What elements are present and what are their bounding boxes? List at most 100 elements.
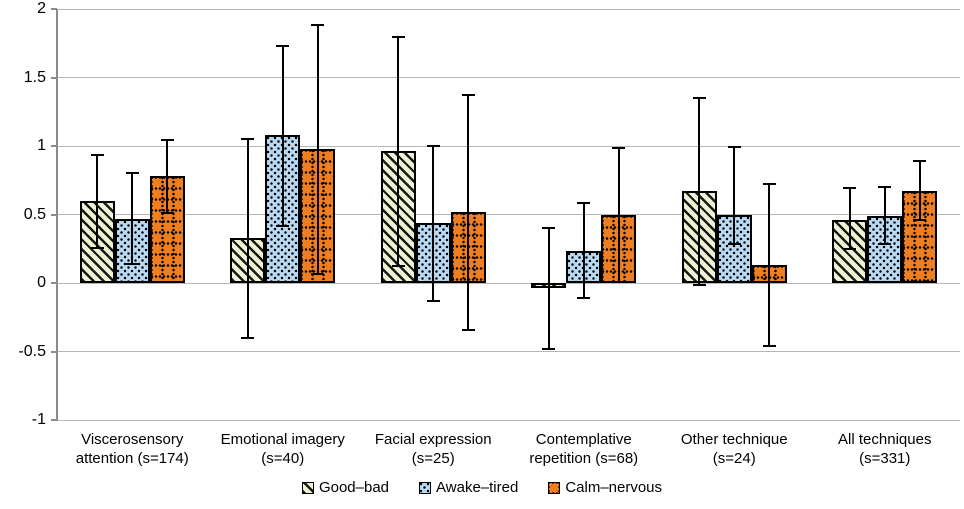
legend-label-awake-tired: Awake–tired bbox=[436, 479, 519, 496]
error-bar-stem bbox=[547, 226, 550, 351]
error-bar-cap-top bbox=[391, 36, 405, 39]
error-bar-stem bbox=[848, 187, 851, 251]
error-bar-cap-bottom bbox=[878, 242, 892, 245]
error-bar-stem bbox=[131, 172, 134, 266]
y-tick-mark bbox=[51, 282, 57, 284]
error-bar-cap-top bbox=[241, 137, 255, 140]
category-label-line: Emotional imagery bbox=[220, 431, 345, 448]
error-bar-calm-nervous-contemplative bbox=[612, 147, 626, 283]
error-bar-awake-tired-viscerosensory bbox=[125, 172, 139, 266]
error-bar-awake-tired-contemplative bbox=[577, 202, 591, 300]
category-label-other-technique: Other technique (s=24) bbox=[655, 430, 814, 468]
error-bar-cap-top bbox=[878, 185, 892, 188]
category-label-contemplative: Contemplative repetition (s=68) bbox=[505, 430, 664, 468]
y-tick-label: -0.5 bbox=[18, 342, 46, 360]
legend: Good–bad Awake–tired Calm–nervous bbox=[0, 479, 964, 496]
error-bar-cap-top bbox=[843, 187, 857, 190]
error-bar-cap-bottom bbox=[391, 264, 405, 267]
y-tick-mark bbox=[51, 350, 57, 353]
y-tick-mark bbox=[51, 145, 57, 147]
category-label-line: Viscerosensory bbox=[81, 431, 184, 448]
gridline bbox=[57, 351, 960, 352]
y-tick-mark bbox=[51, 76, 57, 79]
category-label-line: attention (s=174) bbox=[75, 450, 189, 467]
error-bar-good-bad-contemplative bbox=[542, 226, 556, 351]
error-bar-cap-top bbox=[160, 139, 174, 142]
category-label-line: (s=40) bbox=[261, 450, 305, 467]
error-bar-stem bbox=[397, 36, 400, 267]
error-bar-stem bbox=[281, 44, 284, 227]
category-label-line: Other technique bbox=[680, 431, 788, 448]
y-axis-line bbox=[56, 9, 58, 421]
error-bar-cap-top bbox=[276, 44, 290, 47]
category-label-line: (s=331) bbox=[859, 450, 911, 467]
error-bar-stem bbox=[768, 182, 771, 348]
error-bar-stem bbox=[883, 185, 886, 245]
gridline bbox=[57, 282, 960, 284]
error-bar-cap-bottom bbox=[461, 328, 475, 331]
error-bar-stem bbox=[617, 147, 620, 283]
error-bar-good-bad-facial-expression bbox=[391, 36, 405, 267]
y-tick-label: 1 bbox=[37, 137, 46, 154]
error-bar-calm-nervous-all-techniques bbox=[913, 159, 927, 222]
error-bar-awake-tired-other-technique bbox=[727, 146, 741, 245]
y-tick-mark bbox=[51, 213, 57, 216]
error-bar-cap-bottom bbox=[727, 242, 741, 245]
error-bar-good-bad-all-techniques bbox=[843, 187, 857, 251]
y-tick-label: -1 bbox=[31, 411, 46, 428]
error-bar-cap-top bbox=[90, 154, 104, 157]
error-bar-stem bbox=[918, 159, 921, 222]
error-bar-stem bbox=[166, 139, 169, 215]
error-bar-cap-bottom bbox=[276, 224, 290, 227]
error-bar-cap-top bbox=[727, 146, 741, 148]
error-bar-cap-bottom bbox=[913, 219, 927, 222]
legend-label-good-bad: Good–bad bbox=[318, 479, 390, 496]
error-bar-awake-tired-facial-expression bbox=[426, 144, 440, 303]
error-bar-cap-top bbox=[577, 202, 591, 205]
category-label-line: (s=24) bbox=[712, 450, 756, 467]
error-bar-cap-top bbox=[913, 159, 927, 162]
error-bar-good-bad-viscerosensory bbox=[90, 154, 104, 249]
error-bar-good-bad-other-technique bbox=[692, 96, 706, 286]
gridline bbox=[57, 145, 960, 147]
y-tick-label: 0.5 bbox=[23, 205, 46, 223]
y-tick-mark bbox=[51, 419, 57, 421]
y-tick-label: 2 bbox=[37, 0, 46, 17]
category-label-line: repetition (s=68) bbox=[529, 450, 639, 467]
error-bar-cap-bottom bbox=[125, 263, 139, 266]
error-bar-cap-bottom bbox=[542, 348, 556, 351]
legend-swatch-good-bad-icon bbox=[301, 481, 314, 494]
gridline bbox=[57, 419, 960, 421]
error-bar-stem bbox=[733, 146, 736, 245]
legend-label-calm-nervous: Calm–nervous bbox=[565, 479, 663, 496]
error-bar-awake-tired-all-techniques bbox=[878, 185, 892, 245]
category-label-all-techniques: All techniques (s=331) bbox=[806, 430, 964, 468]
error-bar-good-bad-emotional-imagery bbox=[241, 137, 255, 340]
gridline bbox=[57, 214, 960, 215]
category-label-line: (s=25) bbox=[411, 450, 455, 467]
category-label-line: Contemplative bbox=[535, 431, 632, 448]
error-bar-cap-bottom bbox=[160, 212, 174, 215]
category-label-line: Facial expression bbox=[374, 431, 492, 448]
error-bar-cap-bottom bbox=[843, 248, 857, 251]
error-bar-stem bbox=[432, 144, 435, 303]
error-bar-stem bbox=[582, 202, 585, 300]
error-bar-cap-top bbox=[426, 144, 440, 147]
y-tick-label: 1.5 bbox=[23, 68, 46, 86]
legend-item-awake-tired: Awake–tired bbox=[419, 479, 518, 496]
category-label-viscerosensory: Viscerosensory attention (s=174) bbox=[53, 430, 212, 468]
error-bar-stem bbox=[698, 96, 701, 286]
error-bar-cap-top bbox=[692, 96, 706, 99]
error-bar-stem bbox=[246, 137, 249, 340]
category-label-line: All techniques bbox=[838, 431, 932, 448]
error-bar-cap-bottom bbox=[577, 297, 591, 300]
y-tick-mark bbox=[51, 8, 57, 10]
error-bar-cap-bottom bbox=[426, 300, 440, 303]
legend-item-good-bad: Good–bad bbox=[301, 479, 390, 496]
category-label-facial-expression: Facial expression (s=25) bbox=[354, 430, 513, 468]
error-bar-cap-bottom bbox=[241, 337, 255, 340]
error-bar-stem bbox=[316, 24, 319, 275]
error-bar-cap-top bbox=[762, 182, 776, 185]
error-bar-cap-top bbox=[125, 172, 139, 175]
